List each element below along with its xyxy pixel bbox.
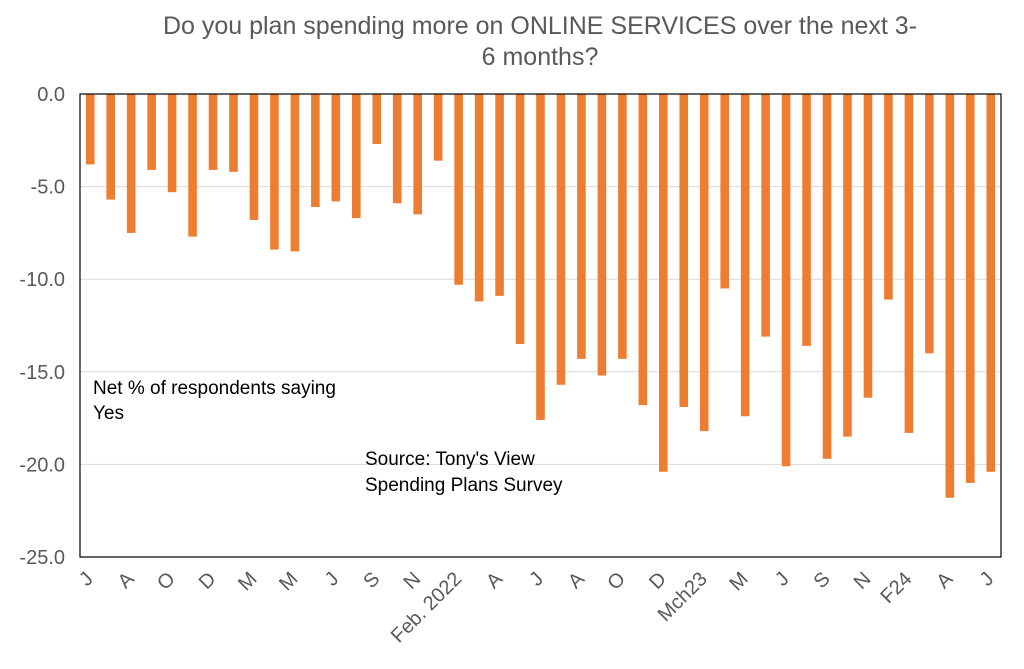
bar — [966, 94, 975, 483]
x-tick-label: N — [850, 568, 876, 594]
respondents-note-line-2: Yes — [93, 403, 124, 424]
bar — [515, 94, 525, 345]
bar — [188, 94, 197, 237]
x-tick-label: S — [810, 568, 835, 593]
bar — [638, 94, 648, 406]
bar — [618, 94, 627, 359]
x-tick-label: S — [359, 568, 384, 593]
bar — [740, 94, 750, 417]
bar — [85, 94, 95, 165]
x-tick-label: N — [399, 568, 425, 594]
bar — [413, 94, 422, 215]
chart-title-line-1: Do you plan spending more on ONLINE SERV… — [163, 12, 917, 40]
bar — [863, 94, 873, 398]
x-tick-label: D — [645, 568, 671, 594]
x-tick-label: M — [725, 568, 752, 595]
x-tick-label: A — [114, 568, 139, 593]
y-tick-label: -15.0 — [19, 362, 65, 384]
bar — [925, 94, 934, 354]
bar — [270, 94, 279, 250]
y-tick-label: -20.0 — [19, 454, 65, 476]
respondents-note-line-1: Net % of respondents saying — [93, 378, 336, 399]
bar — [802, 94, 811, 346]
chart-title: Do you plan spending more on ONLINE SERV… — [163, 12, 917, 71]
y-axis-tick-labels: 0.0 -5.0 -10.0 -15.0 -20.0 -25.0 — [19, 84, 65, 569]
bar — [229, 94, 238, 172]
y-tick-label: 0.0 — [37, 84, 65, 106]
y-tick-label: -25.0 — [19, 547, 65, 569]
chart-title-line-2: 6 months? — [482, 43, 599, 71]
x-tick-label: J — [976, 568, 999, 591]
x-tick-label: Feb. 2022 — [387, 568, 466, 647]
y-tick-label: -10.0 — [19, 269, 65, 291]
bar — [945, 94, 955, 498]
y-tick-label: -5.0 — [31, 177, 65, 199]
x-tick-label: F24 — [877, 568, 917, 608]
bar — [249, 94, 259, 220]
x-tick-label: O — [153, 568, 180, 595]
bar — [659, 94, 668, 472]
bar — [331, 94, 341, 202]
x-tick-label: A — [482, 568, 507, 593]
x-tick-label: J — [75, 568, 98, 591]
bar — [884, 94, 893, 300]
bar — [822, 94, 832, 459]
bar — [986, 94, 996, 472]
x-tick-label: A — [932, 568, 957, 593]
bars — [85, 94, 996, 498]
bar — [126, 94, 136, 233]
bar — [433, 94, 443, 161]
bar — [556, 94, 566, 385]
source-note-line-1: Source: Tony's View — [365, 449, 535, 470]
x-tick-label: M — [275, 568, 302, 595]
bar — [290, 94, 300, 252]
bar — [454, 94, 463, 285]
source-note: Source: Tony's View Spending Plans Surve… — [365, 449, 563, 496]
source-note-line-2: Spending Plans Survey — [365, 475, 563, 496]
bar — [536, 94, 545, 420]
bar — [843, 94, 852, 437]
bar — [167, 94, 177, 193]
bar — [781, 94, 791, 467]
bar — [208, 94, 218, 170]
bar — [699, 94, 709, 432]
bar — [577, 94, 586, 359]
bar — [495, 94, 504, 296]
x-tick-label: A — [564, 568, 589, 593]
bar — [372, 94, 382, 145]
bar — [147, 94, 156, 170]
bar — [311, 94, 320, 207]
x-tick-label: D — [195, 568, 221, 594]
respondents-note: Net % of respondents saying Yes — [93, 378, 336, 424]
bar — [474, 94, 484, 302]
bar — [720, 94, 729, 289]
x-tick-label: O — [603, 568, 630, 595]
x-tick-label: J — [771, 568, 794, 591]
plot-area-border — [79, 93, 1002, 558]
bar — [904, 94, 914, 433]
x-tick-label: J — [525, 568, 548, 591]
bar — [679, 94, 689, 407]
bar — [352, 94, 361, 219]
x-tick-label: M — [234, 568, 261, 595]
bar — [106, 94, 115, 200]
bar — [597, 94, 607, 376]
bar — [392, 94, 402, 204]
bar — [761, 94, 770, 337]
x-tick-label: J — [321, 568, 344, 591]
